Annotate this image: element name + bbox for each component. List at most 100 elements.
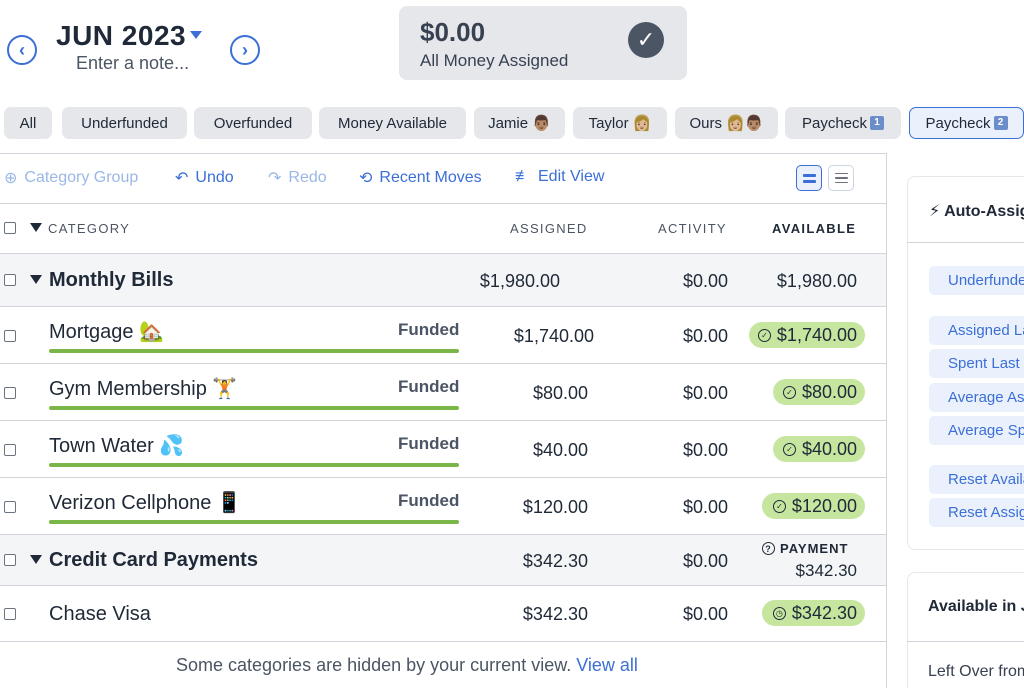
- history-icon: ⟲: [359, 170, 373, 187]
- group-name[interactable]: Monthly Bills: [49, 269, 174, 291]
- redo-button[interactable]: ↷ Redo: [268, 169, 327, 187]
- row-checkbox[interactable]: [4, 501, 16, 513]
- category-name[interactable]: Chase Visa: [49, 603, 151, 625]
- month-title[interactable]: JUN 2023: [56, 20, 187, 51]
- check-circle-icon: ✓: [772, 499, 786, 513]
- funded-status: Funded: [398, 320, 460, 339]
- assigned-input[interactable]: $342.30: [522, 604, 588, 624]
- undo-button[interactable]: ↶ Undo: [175, 169, 234, 187]
- divider: [0, 477, 886, 478]
- recent-moves-button[interactable]: ⟲ Recent Moves: [359, 169, 482, 187]
- lightning-icon: ⚡: [929, 203, 941, 220]
- reset-available-button[interactable]: Reset Available Amounts: [929, 465, 1024, 494]
- available-title[interactable]: Available in June: [928, 598, 1024, 615]
- edit-view-icon: ≢: [515, 168, 531, 185]
- next-month-button[interactable]: ›: [230, 35, 260, 65]
- auto-assign-underfunded[interactable]: Underfunded: [929, 266, 1024, 295]
- month-note-input[interactable]: Enter a note...: [76, 53, 190, 73]
- comfortable-view-toggle[interactable]: [796, 165, 822, 191]
- assigned-summary: $0.00 All Money Assigned ✓: [399, 6, 687, 80]
- available-pill[interactable]: ◷ $342.30: [762, 600, 865, 626]
- filter-ours[interactable]: Ours 👩🏼👨🏽: [675, 107, 778, 139]
- available-pill[interactable]: ✓ $120.00: [762, 493, 865, 519]
- auto-assign-spent-last-month[interactable]: Spent Last Month: [929, 349, 1024, 378]
- column-header-available[interactable]: AVAILABLE: [772, 221, 857, 236]
- payment-label: ? PAYMENT: [762, 541, 848, 556]
- divider: [0, 585, 886, 586]
- group-name[interactable]: Credit Card Payments: [49, 549, 258, 571]
- funded-status: Funded: [398, 377, 460, 396]
- activity-value[interactable]: $0.00: [682, 326, 728, 346]
- view-all-link[interactable]: View all: [576, 655, 638, 675]
- funding-progress-bar: [49, 349, 459, 353]
- collapse-group-icon[interactable]: [30, 275, 42, 284]
- filter-taylor[interactable]: Taylor 👩🏼: [573, 107, 667, 139]
- column-header-category[interactable]: CATEGORY: [48, 221, 131, 236]
- question-circle-icon[interactable]: ?: [762, 542, 775, 555]
- row-checkbox[interactable]: [4, 608, 16, 620]
- row-checkbox[interactable]: [4, 274, 16, 286]
- available-pill[interactable]: ✓ $80.00: [773, 379, 865, 405]
- activity-value[interactable]: $0.00: [682, 497, 728, 517]
- category-group-row[interactable]: [0, 535, 886, 585]
- compact-list-icon: [834, 172, 848, 184]
- chevron-left-icon: ‹: [19, 39, 25, 60]
- auto-assign-average-spent[interactable]: Average Spent: [929, 416, 1024, 445]
- row-checkbox[interactable]: [4, 554, 16, 566]
- hidden-categories-message: Some categories are hidden by your curre…: [176, 655, 638, 675]
- category-name[interactable]: Town Water 💦: [49, 435, 185, 457]
- assigned-input[interactable]: $1,740.00: [513, 326, 594, 346]
- assigned-input[interactable]: $40.00: [532, 440, 588, 460]
- column-header-activity[interactable]: ACTIVITY: [658, 221, 727, 236]
- available-pill[interactable]: ✓ $40.00: [773, 436, 865, 462]
- row-checkbox[interactable]: [4, 444, 16, 456]
- auto-assign-average-assigned[interactable]: Average Assigned: [929, 383, 1024, 412]
- compact-view-toggle[interactable]: [828, 165, 854, 191]
- list-icon: [802, 173, 816, 183]
- filter-jamie[interactable]: Jamie 👨🏽: [474, 107, 565, 139]
- row-checkbox[interactable]: [4, 330, 16, 342]
- funded-status: Funded: [398, 491, 460, 510]
- category-name[interactable]: Gym Membership 🏋️: [49, 378, 238, 400]
- collapse-group-icon[interactable]: [30, 555, 42, 564]
- activity-value[interactable]: $0.00: [682, 440, 728, 460]
- column-header-assigned[interactable]: ASSIGNED: [510, 221, 588, 236]
- available-pill[interactable]: ✓ $1,740.00: [749, 322, 865, 348]
- group-assigned: $342.30: [522, 551, 588, 571]
- caret-down-icon[interactable]: [190, 31, 202, 39]
- filter-underfunded[interactable]: Underfunded: [62, 107, 187, 139]
- select-all-checkbox[interactable]: [4, 222, 16, 234]
- category-group-row[interactable]: [0, 254, 886, 306]
- assigned-label: All Money Assigned: [420, 51, 569, 70]
- add-category-group-button[interactable]: ⊕ Category Group: [4, 169, 139, 187]
- filter-paycheck-2[interactable]: Paycheck 2: [909, 107, 1024, 139]
- assigned-input[interactable]: $80.00: [532, 383, 588, 403]
- divider: [0, 253, 886, 254]
- collapse-all-icon[interactable]: [30, 223, 42, 232]
- filter-all[interactable]: All: [4, 107, 52, 139]
- avatar-emoji: 👨🏽: [532, 115, 551, 132]
- row-checkbox[interactable]: [4, 387, 16, 399]
- filter-paycheck-1[interactable]: Paycheck 1: [785, 107, 901, 139]
- activity-value[interactable]: $0.00: [682, 383, 728, 403]
- assigned-input[interactable]: $120.00: [522, 497, 588, 517]
- activity-value[interactable]: $0.00: [682, 604, 728, 624]
- funding-progress-bar: [49, 406, 459, 410]
- reset-assigned-button[interactable]: Reset Assigned Amounts: [929, 498, 1024, 527]
- avatar-emoji: 👩🏼: [632, 115, 652, 132]
- divider: [0, 203, 886, 204]
- divider: [0, 363, 886, 364]
- filter-money-available[interactable]: Money Available: [319, 107, 466, 139]
- divider: [907, 242, 1024, 243]
- category-name[interactable]: Mortgage 🏡: [49, 321, 164, 343]
- group-assigned: $1,980.00: [479, 271, 560, 291]
- check-circle-icon: ✓: [782, 442, 796, 456]
- auto-assign-assigned-last-month[interactable]: Assigned Last Month: [929, 316, 1024, 345]
- category-name[interactable]: Verizon Cellphone 📱: [49, 492, 242, 514]
- clock-icon: ◷: [772, 606, 786, 620]
- filter-overfunded[interactable]: Overfunded: [194, 107, 312, 139]
- auto-assign-title: ⚡ Auto-Assign: [929, 203, 1024, 220]
- prev-month-button[interactable]: ‹: [7, 35, 37, 65]
- edit-view-button[interactable]: ≢ Edit View: [515, 168, 605, 185]
